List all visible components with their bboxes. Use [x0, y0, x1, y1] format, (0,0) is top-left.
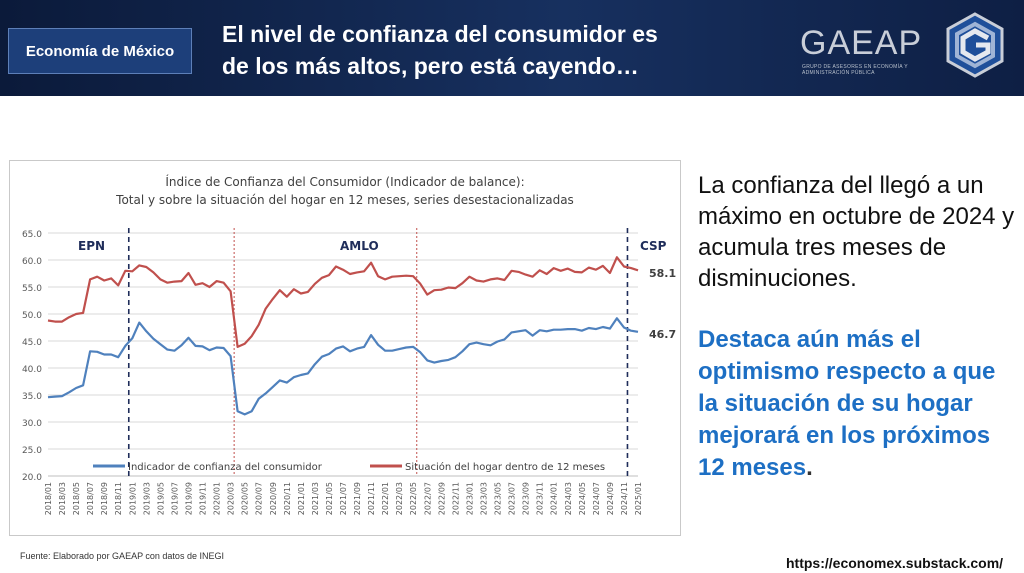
x-tick-label: 2021/03	[311, 482, 320, 515]
x-tick-label: 2021/09	[353, 482, 362, 515]
series-line-consumer-confidence	[47, 317, 639, 416]
y-tick-label: 65.0	[22, 230, 42, 240]
x-tick-label: 2018/09	[100, 482, 109, 515]
y-tick-label: 20.0	[22, 473, 42, 483]
y-tick-label: 35.0	[22, 392, 42, 402]
x-tick-label: 2022/11	[451, 482, 460, 515]
gaeap-logo-icon	[946, 12, 1004, 78]
x-tick-label: 2020/11	[283, 482, 292, 515]
series-line-household-situation	[47, 256, 639, 348]
x-tick-label: 2019/01	[128, 482, 137, 515]
summary-paragraph: La confianza del llegó a un máximo en oc…	[698, 172, 1015, 292]
footer-url[interactable]: https://economex.substack.com/	[786, 555, 1004, 571]
x-tick-label: 2021/01	[297, 482, 306, 515]
x-tick-label: 2024/03	[564, 482, 573, 515]
header-banner: Economía de México El nivel de confianza…	[0, 0, 1024, 96]
x-tick-label: 2022/01	[381, 482, 390, 515]
x-tick-label: 2018/03	[58, 482, 67, 515]
y-tick-label: 55.0	[22, 284, 42, 294]
x-tick-label: 2018/11	[114, 482, 123, 515]
page-title: El nivel de confianza del consumidor es …	[222, 18, 762, 82]
x-tick-label: 2019/11	[199, 482, 208, 515]
y-tick-label: 45.0	[22, 338, 42, 348]
data-label-household-last: 58.1	[649, 267, 676, 280]
x-tick-label: 2022/05	[409, 482, 418, 515]
y-tick-label: 60.0	[22, 257, 42, 267]
x-tick-label: 2023/01	[465, 482, 474, 515]
consumer-confidence-chart: Índice de Confianza del Consumidor (Indi…	[22, 174, 676, 515]
x-tick-label: 2023/11	[536, 482, 545, 515]
x-tick-label: 2023/07	[508, 482, 517, 515]
chart-title-line-2: Total y sobre la situación del hogar en …	[115, 193, 574, 207]
x-tick-label: 2019/03	[142, 482, 151, 515]
chart-frame: Índice de Confianza del Consumidor (Indi…	[9, 160, 681, 536]
x-tick-label: 2024/09	[606, 482, 615, 515]
x-tick-label: 2019/07	[170, 482, 179, 515]
period-label-amlo: AMLO	[340, 239, 379, 253]
x-tick-label: 2022/09	[437, 482, 446, 515]
section-label: Economía de México	[8, 28, 192, 74]
x-tick-label: 2018/01	[44, 482, 53, 515]
title-line-1: El nivel de confianza del consumidor es	[222, 21, 658, 47]
logo-text: GAEAP	[800, 24, 923, 62]
highlight-paragraph: Destaca aún más el optimismo respecto a …	[698, 324, 998, 484]
title-line-2: de los más altos, pero está cayendo…	[222, 53, 639, 79]
y-tick-label: 30.0	[22, 419, 42, 429]
x-tick-label: 2024/07	[592, 482, 601, 515]
legend-label-confidence: Indicador de confianza del consumidor	[128, 462, 323, 473]
period-label-csp: CSP	[640, 239, 667, 253]
x-tick-label: 2020/05	[241, 482, 250, 515]
highlight-main: Destaca aún más el optimismo respecto a …	[698, 326, 996, 481]
x-tick-label: 2020/03	[227, 482, 236, 515]
data-label-confidence-last: 46.7	[649, 328, 676, 341]
x-tick-label: 2019/09	[184, 482, 193, 515]
x-tick-label: 2025/01	[634, 482, 643, 515]
x-tick-label: 2020/01	[213, 482, 222, 515]
x-tick-label: 2021/07	[339, 482, 348, 515]
period-label-epn: EPN	[78, 239, 105, 253]
x-tick-label: 2023/09	[522, 482, 531, 515]
x-tick-label: 2024/01	[550, 482, 559, 515]
x-tick-label: 2024/05	[578, 482, 587, 515]
x-tick-label: 2018/05	[72, 482, 81, 515]
logo-subtitle: GRUPO DE ASESORES EN ECONOMÍA Y ADMINIST…	[802, 64, 908, 76]
y-tick-label: 50.0	[22, 311, 42, 321]
x-tick-label: 2023/05	[494, 482, 503, 515]
y-tick-label: 25.0	[22, 446, 42, 456]
x-tick-label: 2023/03	[479, 482, 488, 515]
x-tick-label: 2021/05	[325, 482, 334, 515]
legend-label-household: Situación del hogar dentro de 12 meses	[405, 461, 605, 473]
x-tick-label: 2018/07	[86, 482, 95, 515]
chart-title-line-1: Índice de Confianza del Consumidor (Indi…	[165, 174, 524, 189]
x-tick-label: 2020/07	[255, 482, 264, 515]
x-tick-label: 2024/11	[620, 482, 629, 515]
x-tick-label: 2020/09	[269, 482, 278, 515]
x-tick-label: 2021/11	[367, 482, 376, 515]
highlight-end: .	[806, 454, 813, 481]
y-tick-label: 40.0	[22, 365, 42, 375]
source-note: Fuente: Elaborado por GAEAP con datos de…	[20, 551, 224, 561]
x-tick-label: 2019/05	[156, 482, 165, 515]
x-tick-label: 2022/03	[395, 482, 404, 515]
x-tick-label: 2022/07	[423, 482, 432, 515]
